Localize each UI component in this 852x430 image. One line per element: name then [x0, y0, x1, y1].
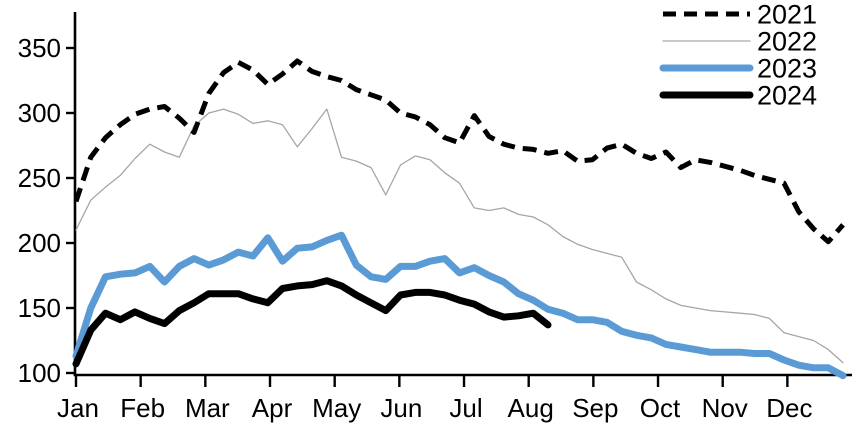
legend-item-2022: 2022	[662, 27, 817, 57]
y-tick-label: 250	[18, 163, 61, 193]
y-tick-label: 150	[18, 293, 61, 323]
x-tick-label: Sep	[572, 393, 618, 423]
x-tick-label: Jan	[57, 393, 99, 423]
legend-label: 2023	[757, 54, 817, 84]
x-tick-label: Feb	[120, 393, 165, 423]
x-tick-label: Nov	[702, 393, 748, 423]
legend-label: 2021	[757, 0, 817, 30]
x-tick-label: May	[312, 393, 361, 423]
x-tick-label: Dec	[766, 393, 812, 423]
x-tick-label: Jul	[449, 393, 482, 423]
y-tick-label: 350	[18, 33, 61, 63]
x-tick-label: Aug	[508, 393, 554, 423]
series-line-2021	[73, 58, 845, 245]
series-line-2022	[75, 108, 844, 364]
series-line-2024	[72, 277, 552, 368]
x-tick-label: Apr	[252, 393, 293, 423]
x-tick-label: Oct	[640, 393, 681, 423]
y-tick-label: 100	[18, 358, 61, 388]
y-tick-label: 300	[18, 98, 61, 128]
y-axis-ticks: 100 150 200 250 300 350	[18, 33, 75, 388]
series-line-2023	[72, 231, 847, 380]
x-axis-ticks: Jan Feb Mar Apr May Jun Jul Aug Sep Oct Nov Dec	[57, 375, 812, 423]
legend-item-2023: 2023	[659, 54, 817, 84]
y-tick-label: 200	[18, 228, 61, 258]
legend-label: 2024	[757, 81, 817, 111]
x-tick-label: Mar	[185, 393, 230, 423]
legend-item-2021: 2021	[663, 0, 817, 30]
legend-label: 2022	[757, 27, 817, 57]
legend-item-2024: 2024	[659, 81, 817, 111]
x-tick-label: Jun	[380, 393, 422, 423]
